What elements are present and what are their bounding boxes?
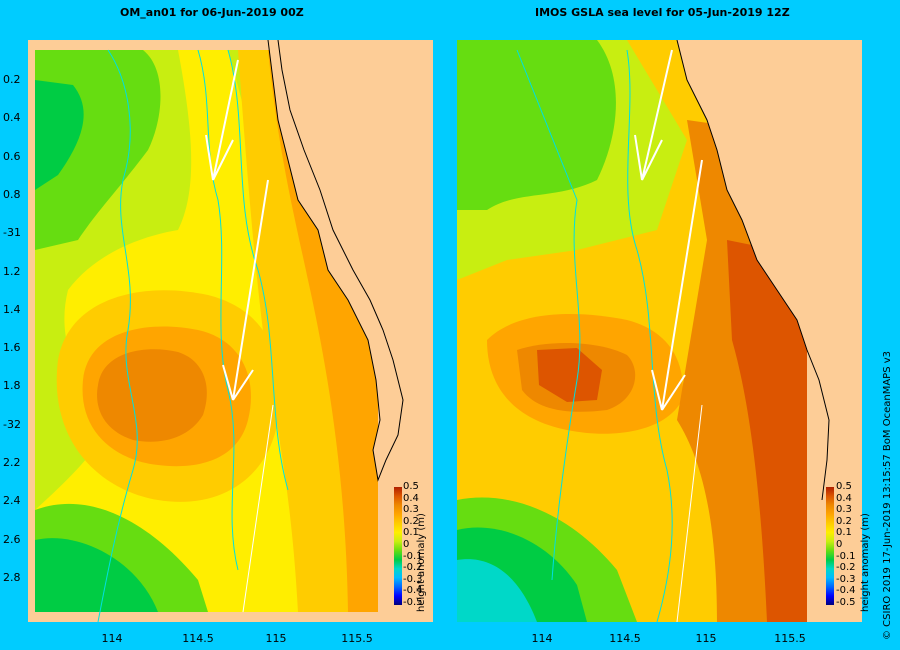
right-colorbar-title: height anomaly (m) bbox=[860, 513, 871, 612]
colorbar-tick-label: -0.3 bbox=[403, 573, 423, 585]
colorbar-tick-label: -0.3 bbox=[836, 573, 856, 585]
colorbar-tick-label: -0.2 bbox=[403, 562, 423, 574]
right-panel-title: IMOS GSLA sea level for 05-Jun-2019 12Z bbox=[535, 6, 790, 19]
colorbar-tick-label: 0.1 bbox=[836, 527, 852, 539]
left-colorbar-title: height anomaly (m) bbox=[416, 513, 427, 612]
colorbar-tick-label: -0.1 bbox=[836, 550, 856, 562]
lat-label: -32 bbox=[3, 417, 21, 431]
colorbar-tick-label: -0.4 bbox=[836, 585, 856, 597]
colorbar-tick-label: -0.1 bbox=[403, 550, 423, 562]
colorbar-tick-label: 0.3 bbox=[836, 504, 852, 516]
colorbar-tick-label: 0.1 bbox=[403, 527, 419, 539]
credit-text: © CSIRO 2019 17-Jun-2019 13:15:57 BoM Oc… bbox=[882, 350, 893, 640]
colorbar-tick-label: 0.2 bbox=[836, 515, 852, 527]
left-colorbar bbox=[394, 487, 402, 605]
lat-label: 0.2 bbox=[3, 73, 21, 86]
lon-label-114-5: 114.5 bbox=[182, 632, 214, 645]
colorbar-tick-label: 0.4 bbox=[403, 492, 419, 504]
colorbar-tick-label: -0.5 bbox=[403, 597, 423, 608]
colorbar-tick-label: 0.2 bbox=[403, 515, 419, 527]
right-lon-label-114-5: 114.5 bbox=[609, 632, 641, 645]
right-lon-label-115: 115 bbox=[695, 632, 717, 645]
left-map-panel[interactable] bbox=[28, 40, 433, 622]
left-panel-title: OM_an01 for 06-Jun-2019 00Z bbox=[120, 6, 304, 19]
right-lon-label-114: 114 bbox=[531, 632, 553, 645]
lat-label: -31 bbox=[3, 226, 21, 240]
colorbar-tick-label: 0.3 bbox=[403, 504, 419, 516]
lat-label: 1.4 bbox=[3, 302, 21, 316]
lat-label: 1.8 bbox=[3, 379, 21, 393]
lat-label: 1.6 bbox=[3, 341, 21, 355]
lat-label: 0.6 bbox=[3, 149, 21, 163]
colorbar-tick-label: 0.5 bbox=[403, 481, 419, 492]
colorbar-tick-label: 0 bbox=[403, 539, 410, 550]
lat-label: 2.4 bbox=[3, 494, 21, 508]
colorbar-tick-label: -0.4 bbox=[403, 585, 423, 597]
lon-label-114: 114 bbox=[101, 632, 123, 645]
lon-label-115-5: 115.5 bbox=[341, 632, 373, 645]
right-lon-label-115-5: 115.5 bbox=[774, 632, 806, 645]
lat-label: 1.2 bbox=[3, 264, 21, 278]
colorbar-tick-label: 0.4 bbox=[836, 492, 852, 504]
colorbar-tick-label: -0.5 bbox=[836, 597, 856, 608]
lat-label: 2.8 bbox=[3, 570, 21, 584]
right-colorbar bbox=[826, 487, 834, 605]
colorbar-tick-label: 0.5 bbox=[836, 481, 852, 492]
right-map-panel[interactable] bbox=[457, 40, 862, 622]
lat-label: 2.6 bbox=[3, 532, 21, 546]
lon-label-115: 115 bbox=[265, 632, 287, 645]
lat-label: 0.4 bbox=[3, 111, 21, 125]
lat-label: 0.8 bbox=[3, 187, 21, 201]
colorbar-tick-label: 0 bbox=[836, 539, 843, 550]
colorbar-tick-label: -0.2 bbox=[836, 562, 856, 574]
lat-label: 2.2 bbox=[3, 456, 21, 469]
